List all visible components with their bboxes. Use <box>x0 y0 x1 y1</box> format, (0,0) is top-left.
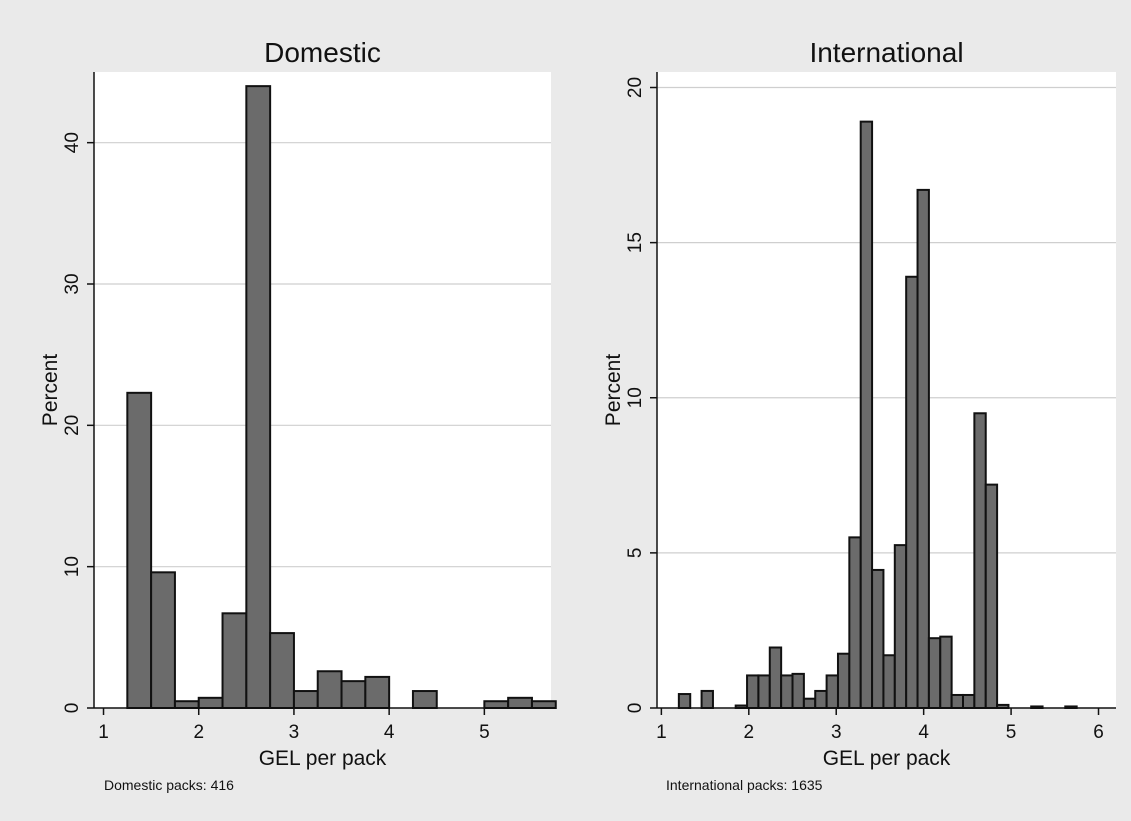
y-axis-title: Percent <box>39 354 62 427</box>
histogram-bar <box>746 674 760 709</box>
x-axis-title: GEL per pack <box>259 747 387 770</box>
histogram-bar <box>973 412 987 709</box>
histogram-bar <box>700 689 714 709</box>
histogram-bar <box>791 672 805 709</box>
histogram-bar <box>780 674 794 709</box>
histogram-bar <box>927 637 942 710</box>
histogram-bar <box>507 696 533 709</box>
panel-title: International <box>809 37 963 68</box>
histogram-bar <box>939 635 953 710</box>
y-tick-label: 0 <box>62 703 83 714</box>
panel-domestic: 0 10 20 30 40 1 2 3 4 5 Domestic GEL per pack Percen… <box>39 37 557 793</box>
histogram-bar <box>950 693 964 709</box>
x-tick-label: 1 <box>98 722 109 743</box>
sample-size-note: Domestic packs: 416 <box>104 777 234 793</box>
histogram-bar <box>340 680 367 709</box>
x-axis-title: GEL per pack <box>823 747 951 770</box>
histogram-bar <box>411 690 438 709</box>
histogram-bar <box>848 536 862 709</box>
histogram-bar <box>269 632 295 709</box>
y-tick-label: 15 <box>625 232 646 253</box>
y-tick-label: 5 <box>625 548 646 559</box>
histogram-bar <box>757 674 771 709</box>
y-tick-label: 0 <box>625 703 646 714</box>
x-tick-label: 4 <box>384 722 395 743</box>
x-tick-label: 2 <box>744 722 755 743</box>
histogram-bar <box>905 275 919 709</box>
y-axis-title: Percent <box>602 354 625 427</box>
histogram-bar <box>150 571 176 709</box>
y-tick-label: 30 <box>62 273 83 294</box>
y-tick-label: 20 <box>62 415 83 436</box>
x-tick-label: 5 <box>1006 722 1017 743</box>
histogram-bar <box>962 693 976 709</box>
panel-title: Domestic <box>264 37 381 68</box>
histogram-bar <box>364 675 391 710</box>
histogram-bar <box>882 654 896 710</box>
x-tick-label: 3 <box>289 722 300 743</box>
histogram-bar <box>677 693 692 709</box>
x-tick-label: 5 <box>479 722 490 743</box>
x-tick-label: 3 <box>831 722 842 743</box>
y-tick-label: 10 <box>62 556 83 577</box>
histogram-bar <box>984 483 999 709</box>
histogram-bar <box>825 674 839 709</box>
histogram-bar <box>768 646 783 710</box>
histogram-bar <box>221 612 248 709</box>
x-tick-label: 2 <box>193 722 204 743</box>
histogram-bar <box>893 544 908 709</box>
panel-international: 0 5 10 15 20 1 2 3 4 5 6 International GEL per pack P… <box>602 37 1116 793</box>
histogram-bar <box>245 85 272 709</box>
histogram-bar <box>814 689 828 709</box>
plot-area <box>657 72 1116 708</box>
histogram-bar <box>859 120 874 709</box>
histogram-bar <box>836 652 851 710</box>
histogram-bar <box>802 697 817 710</box>
histogram-bar <box>483 700 510 710</box>
histogram-bar <box>316 670 343 710</box>
x-tick-label: 6 <box>1093 722 1104 743</box>
histogram-bar <box>173 700 200 710</box>
histogram-bar <box>871 568 885 709</box>
y-tick-label: 20 <box>625 77 646 98</box>
histogram-bar <box>292 690 319 709</box>
histogram-bar <box>916 188 930 709</box>
x-tick-label: 1 <box>656 722 667 743</box>
y-tick-label: 10 <box>625 387 646 408</box>
histogram-bar <box>126 391 153 709</box>
histogram-bar <box>197 696 224 709</box>
x-tick-label: 4 <box>918 722 929 743</box>
y-tick-label: 40 <box>62 132 83 153</box>
sample-size-note: International packs: 1635 <box>666 777 823 793</box>
histogram-bar <box>530 700 557 710</box>
